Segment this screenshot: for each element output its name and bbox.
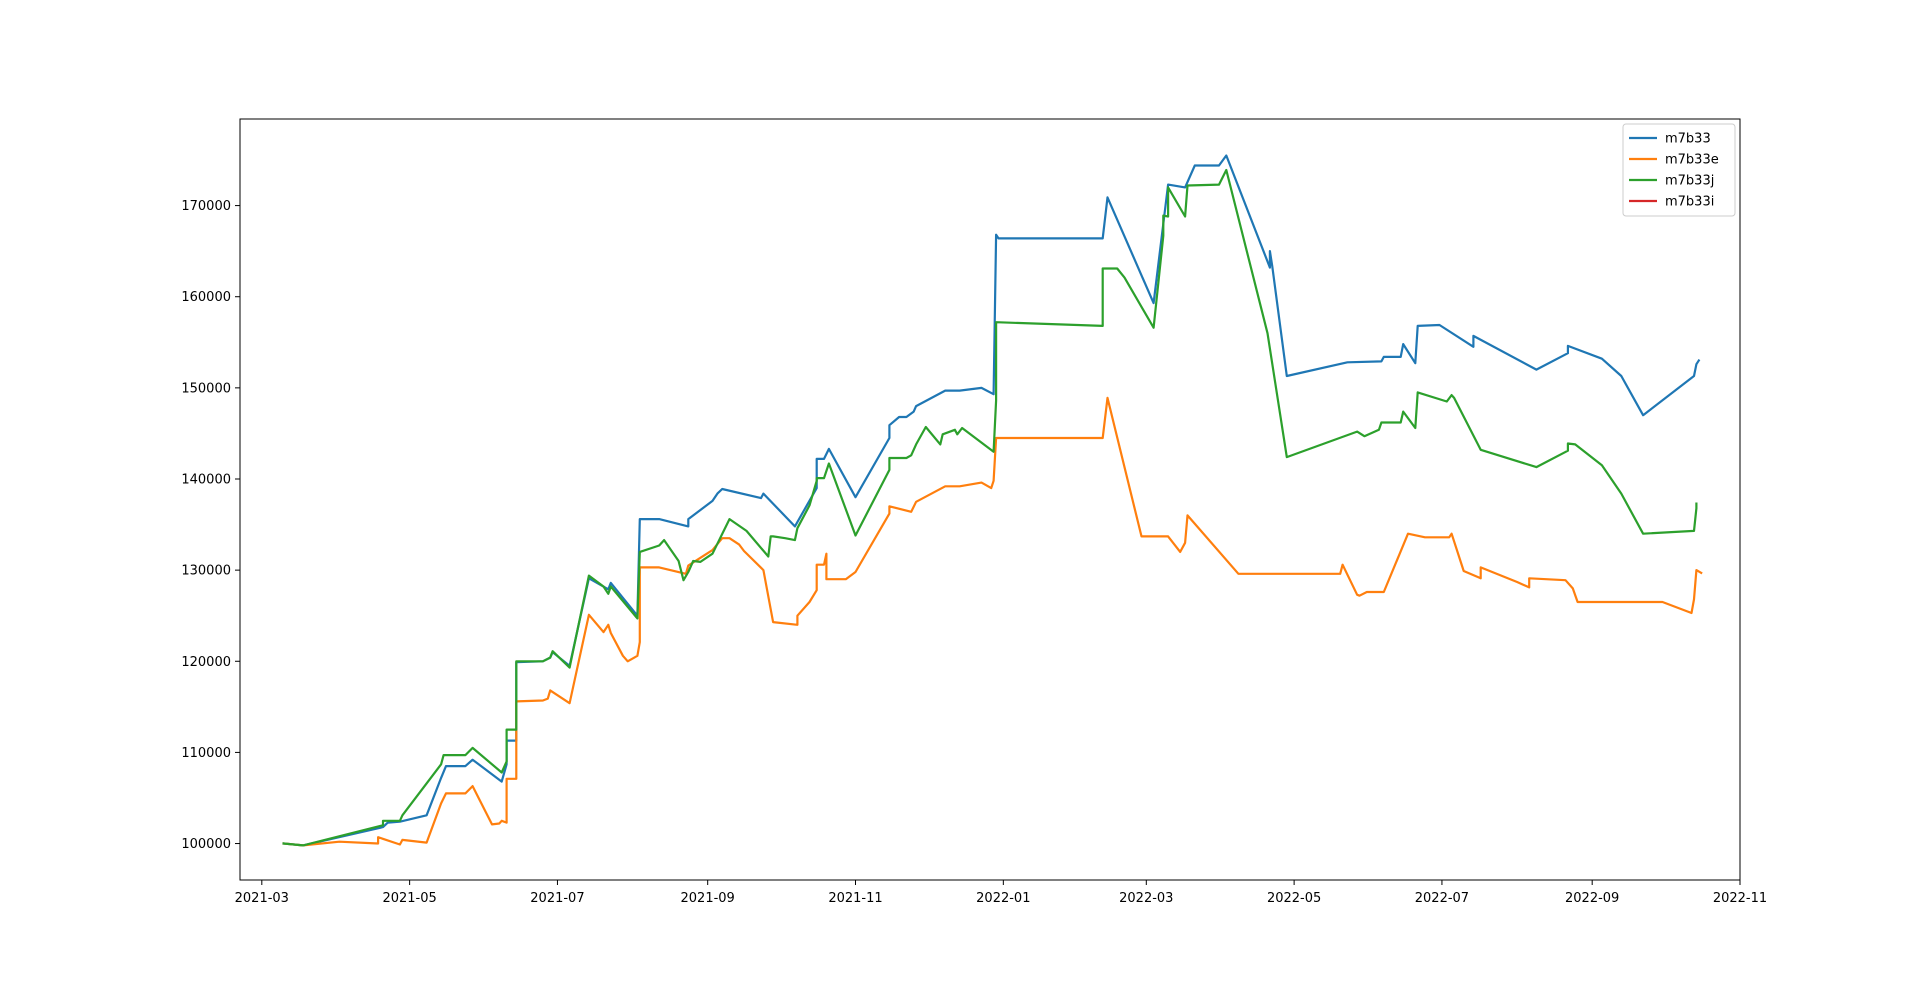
plot-frame bbox=[239, 118, 1741, 881]
x-tick-label: 2021-05 bbox=[382, 891, 436, 906]
legend: m7b33 m7b33e m7b33j m7b33i bbox=[1622, 123, 1736, 217]
x-tick-label: 2021-03 bbox=[235, 891, 289, 906]
x-tick-label: 2022-01 bbox=[976, 891, 1030, 906]
x-tick-label: 2022-03 bbox=[1119, 891, 1173, 906]
legend-box bbox=[1622, 123, 1736, 217]
legend-label-m7b33j: m7b33j bbox=[1665, 174, 1714, 189]
plot-area bbox=[240, 119, 1740, 880]
series-line-m7b33e bbox=[282, 396, 1703, 847]
y-axis: 100000 110000 120000 130000 140000 150000 1600… bbox=[181, 199, 240, 852]
legend-label-m7b33i: m7b33i bbox=[1665, 195, 1714, 210]
x-tick-label: 2022-07 bbox=[1415, 891, 1469, 906]
x-tick-label: 2021-07 bbox=[530, 891, 584, 906]
y-tick-label: 130000 bbox=[181, 564, 231, 579]
x-tick-label: 2022-11 bbox=[1713, 891, 1767, 906]
y-tick-label: 150000 bbox=[181, 381, 231, 396]
y-tick-label: 120000 bbox=[181, 655, 231, 670]
x-tick-label: 2021-09 bbox=[681, 891, 735, 906]
x-axis: 2021-03 2021-05 2021-07 2021-09 2021-11 2022-… bbox=[235, 880, 1767, 906]
y-tick-label: 100000 bbox=[181, 837, 231, 852]
series-line-m7b33j bbox=[282, 168, 1698, 847]
y-tick-label: 140000 bbox=[181, 472, 231, 487]
y-tick-label: 160000 bbox=[181, 290, 231, 305]
y-tick-label: 170000 bbox=[181, 199, 231, 214]
x-tick-label: 2021-11 bbox=[828, 891, 882, 906]
x-tick-label: 2022-05 bbox=[1267, 891, 1321, 906]
legend-label-m7b33: m7b33 bbox=[1665, 132, 1711, 147]
legend-label-m7b33e: m7b33e bbox=[1665, 153, 1719, 168]
y-tick-label: 110000 bbox=[181, 746, 231, 761]
series-layer bbox=[282, 154, 1703, 847]
x-tick-label: 2022-09 bbox=[1565, 891, 1619, 906]
